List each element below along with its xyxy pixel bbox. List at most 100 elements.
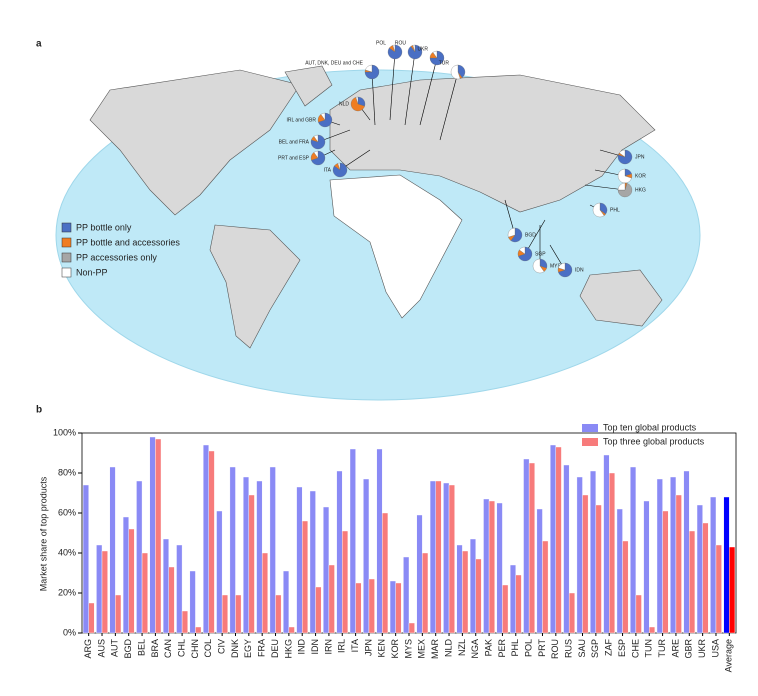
bar <box>336 470 343 634</box>
pie-slice <box>320 112 326 121</box>
panel-label: a <box>36 39 42 50</box>
bar <box>542 540 549 634</box>
bar <box>141 552 148 634</box>
x-tick-label: BRA <box>150 639 160 658</box>
y-tick-label: 100% <box>53 427 76 437</box>
north-america <box>89 69 301 216</box>
x-tick-label: NZL <box>457 639 467 656</box>
bar <box>122 516 129 634</box>
bar <box>630 466 637 634</box>
bar <box>515 574 522 634</box>
x-tick-label: KEN <box>377 639 387 658</box>
x-tick-label: COL <box>203 639 213 658</box>
pie-label: PRT and ESP <box>278 155 310 161</box>
bar <box>275 594 282 634</box>
bar <box>710 496 717 634</box>
legend-swatch <box>61 252 72 263</box>
x-tick-label: RUS <box>564 639 574 658</box>
x-tick-label: CHN <box>190 639 200 659</box>
bar <box>429 480 436 634</box>
bar <box>296 486 303 634</box>
bar <box>456 544 463 634</box>
bar <box>550 444 557 634</box>
x-tick-label: ROU <box>550 639 560 659</box>
y-axis-label: Market share of top products <box>38 476 48 591</box>
bar <box>528 462 535 634</box>
x-tick-label: GBR <box>684 639 694 659</box>
bar <box>729 546 736 634</box>
bar <box>523 458 530 634</box>
pie-slice <box>412 44 416 53</box>
bar <box>168 566 175 634</box>
eurasia <box>329 74 656 213</box>
y-tick-label: 40% <box>58 547 76 557</box>
bar <box>376 448 383 634</box>
x-tick-label: POL <box>523 639 533 657</box>
x-tick-label: Average <box>724 639 734 672</box>
pie-slice <box>619 149 626 158</box>
bar <box>563 464 570 634</box>
x-tick-label: CIV <box>217 639 227 654</box>
x-tick-label: PHL <box>510 639 520 657</box>
bar <box>488 500 495 634</box>
pie-label: AUT, DNK, DEU and CHE <box>305 60 363 66</box>
greenland <box>284 65 333 107</box>
pie-label: TUR <box>439 60 450 66</box>
pie-slice <box>313 134 319 143</box>
x-tick-label: BEL <box>136 639 146 656</box>
pie-slice <box>558 262 566 271</box>
world-map <box>55 65 701 401</box>
pie-label: POL <box>376 40 386 46</box>
bar <box>568 592 575 634</box>
pie-slice <box>617 168 632 184</box>
x-tick-label: PRT <box>537 639 547 657</box>
x-tick-label: MEX <box>417 639 427 659</box>
pie-label: BEL and FRA <box>279 139 310 145</box>
bar <box>403 556 410 634</box>
bar <box>155 438 162 634</box>
x-tick-label: FRA <box>257 639 267 657</box>
bar <box>408 622 415 634</box>
x-tick-label: MYS <box>403 639 413 659</box>
legend-swatch <box>61 267 72 278</box>
x-tick-label: ESP <box>617 639 627 657</box>
bar <box>261 552 268 634</box>
x-tick-label: JPN <box>363 639 373 656</box>
pie-slice <box>392 44 396 53</box>
pie-label: UKR <box>417 46 428 52</box>
x-tick-label: CHL <box>176 639 186 657</box>
x-tick-label: NGA <box>470 639 480 659</box>
x-tick-label: ITA <box>350 639 360 652</box>
bar <box>363 478 370 634</box>
x-tick-label: ARE <box>670 639 680 658</box>
x-tick-label: NLD <box>443 639 453 658</box>
x-tick-label: UKR <box>697 639 707 659</box>
bar <box>355 582 362 634</box>
pie-slice <box>519 246 526 255</box>
pie-slice <box>355 96 359 105</box>
pie-slice <box>507 227 516 238</box>
bar <box>696 504 703 634</box>
australia <box>579 269 663 327</box>
bar <box>422 552 429 634</box>
panel-label: b <box>36 405 42 416</box>
legend-label: PP bottle and accessories <box>76 237 180 247</box>
legend-label: PP bottle only <box>76 222 132 232</box>
x-tick-label: ZAF <box>604 638 614 656</box>
bar <box>149 436 156 634</box>
africa <box>329 174 463 319</box>
pie-slice <box>432 50 438 59</box>
bar <box>635 594 642 634</box>
bar <box>675 494 682 634</box>
pie-label: PHL <box>610 207 620 213</box>
pointer-arrow <box>371 71 376 126</box>
bar <box>389 580 396 634</box>
legend-label: PP accessories only <box>76 252 157 262</box>
legend-swatch <box>61 222 72 233</box>
bar <box>283 570 290 634</box>
bar <box>715 544 722 634</box>
bar <box>595 504 602 634</box>
bar <box>496 502 503 634</box>
pie-label: JPN <box>635 154 645 160</box>
bar <box>448 484 455 634</box>
